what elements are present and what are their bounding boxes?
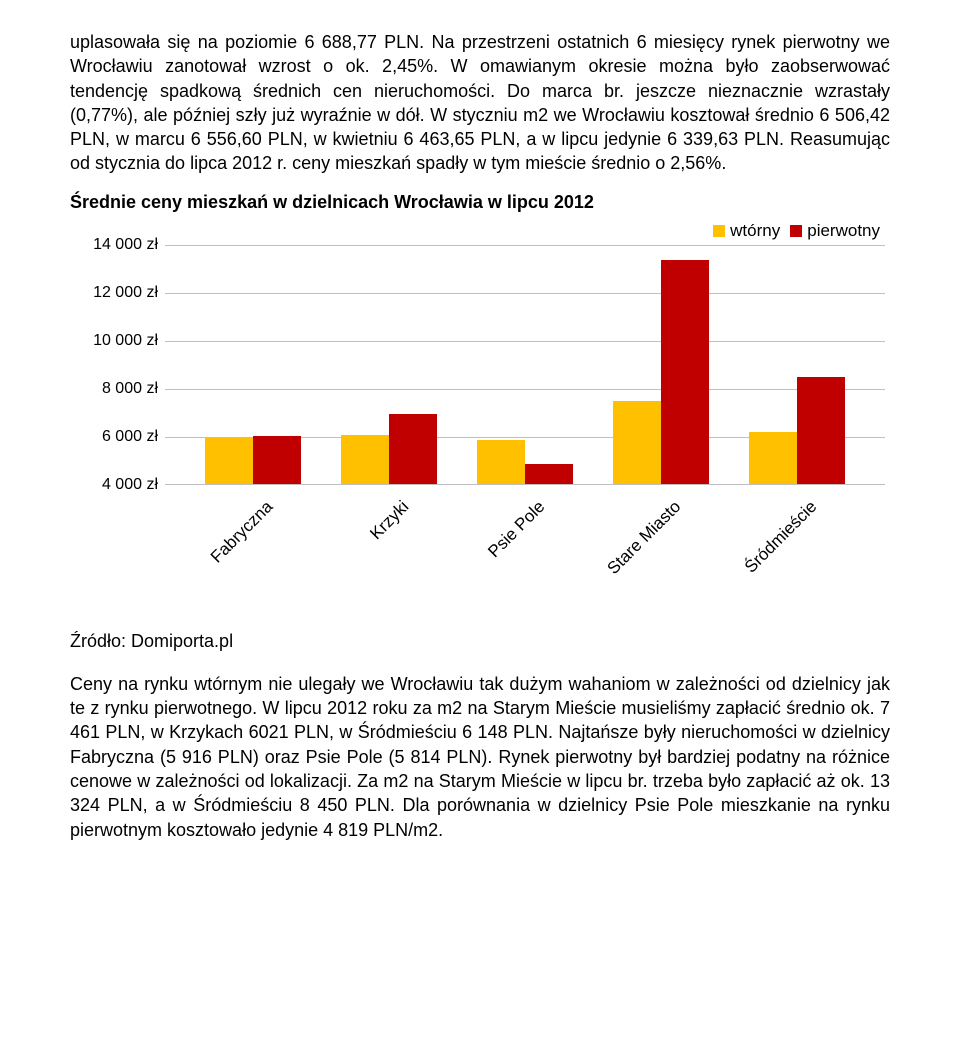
chart-x-tick-label: Stare Miasto [586, 497, 685, 596]
chart-bar-wtorny [205, 438, 253, 484]
legend-swatch-pierwotny [790, 225, 802, 237]
chart-y-tick-label: 4 000 zł [70, 476, 158, 494]
chart-x-tick-label: Śródmieście [722, 497, 821, 596]
legend-swatch-wtorny [713, 225, 725, 237]
chart-bar-group [749, 377, 845, 484]
chart-x-tick-label: Fabryczna [178, 497, 277, 596]
chart-y-tick-label: 8 000 zł [70, 380, 158, 398]
chart-bar-group [477, 440, 573, 484]
district-price-chart: wtórny pierwotny 4 000 zł6 000 zł8 000 z… [70, 221, 890, 591]
analysis-paragraph: Ceny na rynku wtórnym nie ulegały we Wro… [70, 672, 890, 842]
intro-paragraph: uplasowała się na poziomie 6 688,77 PLN.… [70, 30, 890, 176]
chart-gridline [165, 245, 885, 246]
chart-bar-group [613, 260, 709, 484]
chart-bar-group [341, 414, 437, 484]
chart-y-tick-label: 12 000 zł [70, 284, 158, 302]
chart-bar-pierwotny [253, 436, 301, 484]
chart-bar-wtorny [477, 440, 525, 484]
chart-gridline [165, 341, 885, 342]
chart-y-tick-label: 6 000 zł [70, 428, 158, 446]
chart-bar-pierwotny [797, 377, 845, 484]
chart-x-tick-label: Psie Pole [450, 497, 549, 596]
chart-bar-pierwotny [389, 414, 437, 484]
chart-legend: wtórny pierwotny [713, 221, 880, 241]
legend-item-pierwotny: pierwotny [790, 221, 880, 241]
legend-item-wtorny: wtórny [713, 221, 780, 241]
chart-bar-pierwotny [525, 464, 573, 484]
chart-y-tick-label: 10 000 zł [70, 332, 158, 350]
chart-bar-wtorny [613, 401, 661, 484]
chart-gridline [165, 293, 885, 294]
legend-label-wtorny: wtórny [730, 221, 780, 241]
chart-bar-group [205, 436, 301, 484]
chart-y-tick-label: 14 000 zł [70, 236, 158, 254]
chart-bar-wtorny [341, 435, 389, 484]
chart-bar-pierwotny [661, 260, 709, 484]
chart-plot-area: 4 000 zł6 000 zł8 000 zł10 000 zł12 000 … [165, 245, 885, 485]
chart-bar-wtorny [749, 432, 797, 484]
chart-title: Średnie ceny mieszkań w dzielnicach Wroc… [70, 192, 890, 213]
chart-source: Źródło: Domiporta.pl [70, 631, 890, 652]
chart-x-tick-label: Krzyki [314, 497, 413, 596]
legend-label-pierwotny: pierwotny [807, 221, 880, 241]
